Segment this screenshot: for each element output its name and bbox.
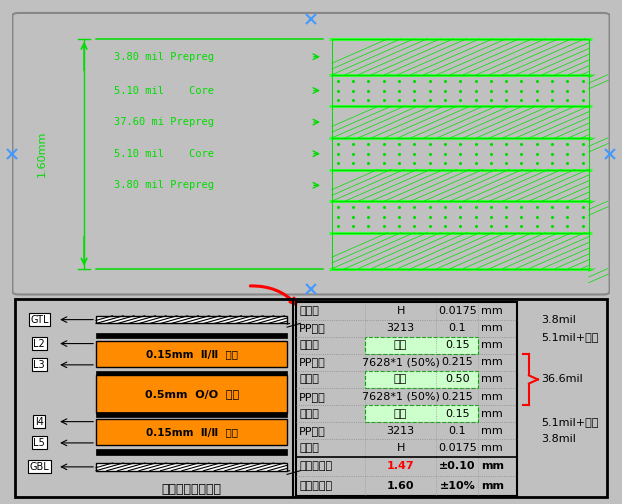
Text: 0.15mm  Ⅱ/Ⅱ  含铜: 0.15mm Ⅱ/Ⅱ 含铜 (146, 349, 238, 359)
Text: mm: mm (481, 392, 503, 402)
Bar (364, 371, 478, 388)
Text: 锐厘：: 锐厘： (299, 443, 319, 453)
Bar (332, 169, 588, 201)
Bar (332, 201, 588, 233)
Text: 锐厘：: 锐厘： (299, 306, 319, 316)
Text: 3.80 mil Prepreg: 3.80 mil Prepreg (114, 52, 214, 62)
Text: PP胶：: PP胶： (299, 426, 326, 436)
Text: 0.5mm  O/O  光板: 0.5mm O/O 光板 (144, 389, 239, 399)
Text: 7628*1 (50%): 7628*1 (50%) (361, 357, 440, 367)
Text: mm: mm (481, 374, 503, 385)
Text: 1.47: 1.47 (387, 461, 414, 471)
Text: PP胶：: PP胶： (299, 323, 326, 333)
Text: 3.80 mil Prepreg: 3.80 mil Prepreg (114, 180, 214, 191)
Bar (96, 316, 287, 324)
Text: L5: L5 (34, 438, 45, 448)
Text: 0.50: 0.50 (445, 374, 470, 385)
Text: 5.10 mil    Core: 5.10 mil Core (114, 86, 220, 96)
Text: mm: mm (481, 481, 504, 491)
Text: 3213: 3213 (386, 426, 415, 436)
Text: 0.215: 0.215 (442, 392, 473, 402)
Text: mm: mm (481, 340, 503, 350)
Bar (96, 449, 287, 455)
Bar (364, 371, 478, 388)
Text: 0.15mm  Ⅱ/Ⅱ  含铜: 0.15mm Ⅱ/Ⅱ 含铜 (146, 427, 238, 437)
Text: 3.8mil: 3.8mil (541, 434, 576, 445)
Text: mm: mm (481, 409, 503, 419)
Text: ±10%: ±10% (439, 481, 475, 491)
Bar (96, 412, 287, 417)
Text: 3.8mil: 3.8mil (541, 314, 576, 325)
Text: 0.0175: 0.0175 (438, 306, 476, 316)
Text: H: H (396, 306, 405, 316)
Text: 芯板：: 芯板： (299, 340, 319, 350)
Text: PP胶：: PP胶： (299, 357, 326, 367)
Text: 0.1: 0.1 (448, 323, 466, 333)
Text: PP胶：: PP胶： (299, 392, 326, 402)
Bar (96, 371, 287, 376)
Text: l4: l4 (35, 417, 44, 426)
Bar (364, 405, 478, 422)
Bar (96, 375, 287, 413)
Text: 含铜: 含铜 (394, 340, 407, 350)
Text: 芯板：: 芯板： (299, 374, 319, 385)
Text: 5.1mil+铜厘: 5.1mil+铜厘 (541, 417, 598, 427)
Text: mm: mm (481, 323, 503, 333)
Text: mm: mm (481, 306, 503, 316)
Text: 5.10 mil    Core: 5.10 mil Core (114, 149, 220, 159)
Text: mm: mm (481, 443, 503, 453)
Bar (364, 337, 478, 354)
Text: GBL: GBL (29, 462, 49, 472)
Text: L2: L2 (34, 339, 45, 349)
Text: 光板: 光板 (394, 374, 407, 385)
Bar (364, 337, 478, 354)
Text: ±0.10: ±0.10 (439, 461, 476, 471)
Bar (96, 341, 287, 367)
Text: H: H (396, 443, 405, 453)
Bar (332, 39, 588, 75)
Text: 36.6mil: 36.6mil (541, 374, 583, 385)
Text: mm: mm (481, 461, 504, 471)
Text: GTL: GTL (30, 314, 49, 325)
Text: 7628*1 (50%): 7628*1 (50%) (361, 392, 440, 402)
Text: 0.15: 0.15 (445, 340, 470, 350)
Text: 3213: 3213 (386, 323, 415, 333)
Bar (332, 138, 588, 169)
Text: 0.15: 0.15 (445, 409, 470, 419)
Text: mm: mm (481, 357, 503, 367)
Text: 0.1: 0.1 (448, 426, 466, 436)
Text: 含铜: 含铜 (394, 409, 407, 419)
Text: 八层板压合结构图: 八层板压合结构图 (162, 483, 221, 496)
Text: 芯板：: 芯板： (299, 409, 319, 419)
Bar (332, 106, 588, 138)
Bar (96, 333, 287, 338)
Bar (332, 75, 588, 106)
Text: 0.0175: 0.0175 (438, 443, 476, 453)
Text: 0.215: 0.215 (442, 357, 473, 367)
Text: 成品板厘：: 成品板厘： (299, 481, 332, 491)
Text: 37.60 mi Prepreg: 37.60 mi Prepreg (114, 117, 214, 127)
Text: 1.60: 1.60 (387, 481, 414, 491)
Bar (364, 405, 478, 422)
Text: 压合厘度：: 压合厘度： (299, 461, 332, 471)
Text: mm: mm (481, 426, 503, 436)
Bar (96, 419, 287, 446)
Text: 1.60mm: 1.60mm (37, 131, 47, 177)
Text: L3: L3 (34, 360, 45, 370)
Bar (332, 233, 588, 269)
Bar (96, 463, 287, 471)
Text: 5.1mil+铜厘: 5.1mil+铜厘 (541, 332, 598, 342)
